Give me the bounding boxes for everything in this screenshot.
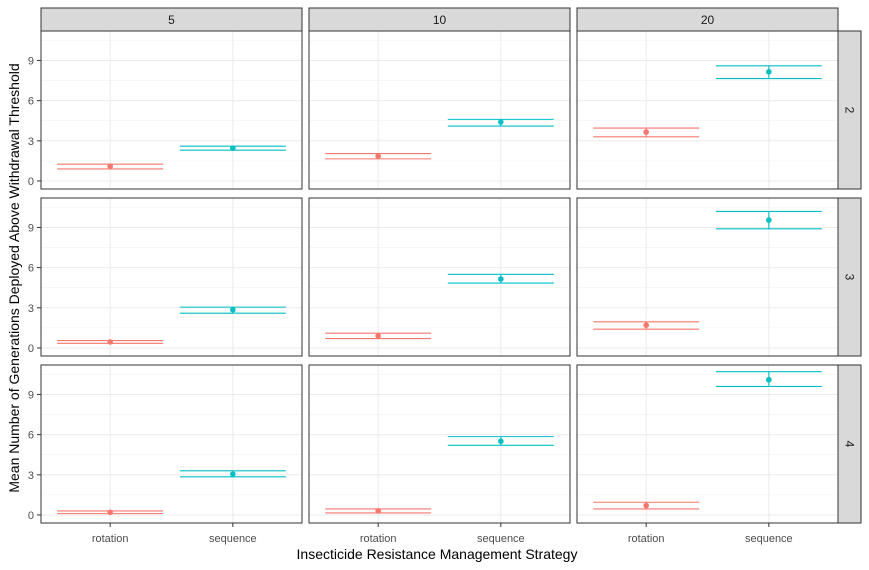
panel-border bbox=[576, 197, 839, 357]
x-tick-label: sequence bbox=[477, 533, 525, 545]
mean-point bbox=[643, 502, 649, 509]
panel-background bbox=[577, 198, 838, 356]
mean-point bbox=[766, 376, 772, 383]
y-tick-label: 3 bbox=[28, 303, 34, 315]
mean-point bbox=[230, 471, 236, 477]
x-tick-label: sequence bbox=[745, 533, 793, 545]
panels-layer: 5 10 20 2 3 4 0 3 6 9 0 3 6 9 0 3 6 9 rotation sequence rota… bbox=[28, 7, 862, 545]
mean-point bbox=[107, 163, 113, 170]
row-strip-label: 2 bbox=[843, 107, 857, 114]
x-tick-label: rotation bbox=[628, 533, 665, 545]
y-tick-label: 0 bbox=[28, 510, 34, 522]
mean-point bbox=[375, 333, 381, 339]
panel-background bbox=[577, 365, 838, 523]
panel-border bbox=[308, 30, 571, 190]
mean-point bbox=[230, 307, 236, 313]
x-tick-label: sequence bbox=[209, 533, 257, 545]
mean-point bbox=[375, 153, 381, 159]
panel-background bbox=[41, 198, 302, 356]
y-tick-label: 3 bbox=[28, 136, 34, 148]
panel-border bbox=[40, 364, 303, 524]
panel-background bbox=[577, 31, 838, 189]
mean-point bbox=[498, 438, 504, 445]
y-tick-label: 9 bbox=[28, 55, 34, 67]
panel-border bbox=[308, 197, 571, 357]
mean-point bbox=[643, 322, 649, 329]
y-tick-label: 0 bbox=[28, 176, 34, 188]
panel-border bbox=[308, 364, 571, 524]
panel-border bbox=[576, 30, 839, 190]
y-tick-label: 0 bbox=[28, 343, 34, 355]
x-tick-label: rotation bbox=[360, 533, 397, 545]
panel-background bbox=[309, 31, 570, 189]
y-axis-title: Mean Number of Generations Deployed Abov… bbox=[6, 63, 22, 492]
column-strip-label: 5 bbox=[168, 13, 175, 27]
mean-point bbox=[498, 276, 504, 282]
y-tick-label: 6 bbox=[28, 96, 34, 108]
mean-point bbox=[107, 509, 113, 516]
mean-point bbox=[643, 129, 649, 135]
panel-background bbox=[41, 31, 302, 189]
y-tick-label: 6 bbox=[28, 263, 34, 275]
x-tick-label: rotation bbox=[92, 533, 129, 545]
column-strip-label: 20 bbox=[701, 13, 715, 27]
column-strip-label: 10 bbox=[433, 13, 447, 27]
y-tick-label: 9 bbox=[28, 222, 34, 234]
y-tick-label: 9 bbox=[28, 389, 34, 401]
panel-background bbox=[309, 365, 570, 523]
mean-point bbox=[375, 508, 381, 514]
panel-border bbox=[576, 364, 839, 524]
row-strip-label: 3 bbox=[843, 274, 857, 281]
mean-point bbox=[107, 339, 113, 345]
panel-background bbox=[309, 198, 570, 356]
y-tick-label: 3 bbox=[28, 470, 34, 482]
mean-point bbox=[766, 217, 772, 223]
mean-point bbox=[498, 119, 504, 125]
x-axis-title: Insecticide Resistance Management Strate… bbox=[297, 546, 578, 562]
mean-point bbox=[766, 69, 772, 75]
panel-background bbox=[41, 365, 302, 523]
row-strip-label: 4 bbox=[843, 441, 857, 448]
y-tick-label: 6 bbox=[28, 430, 34, 442]
panel-border bbox=[40, 30, 303, 190]
panel-border bbox=[40, 197, 303, 357]
mean-point bbox=[230, 145, 236, 151]
